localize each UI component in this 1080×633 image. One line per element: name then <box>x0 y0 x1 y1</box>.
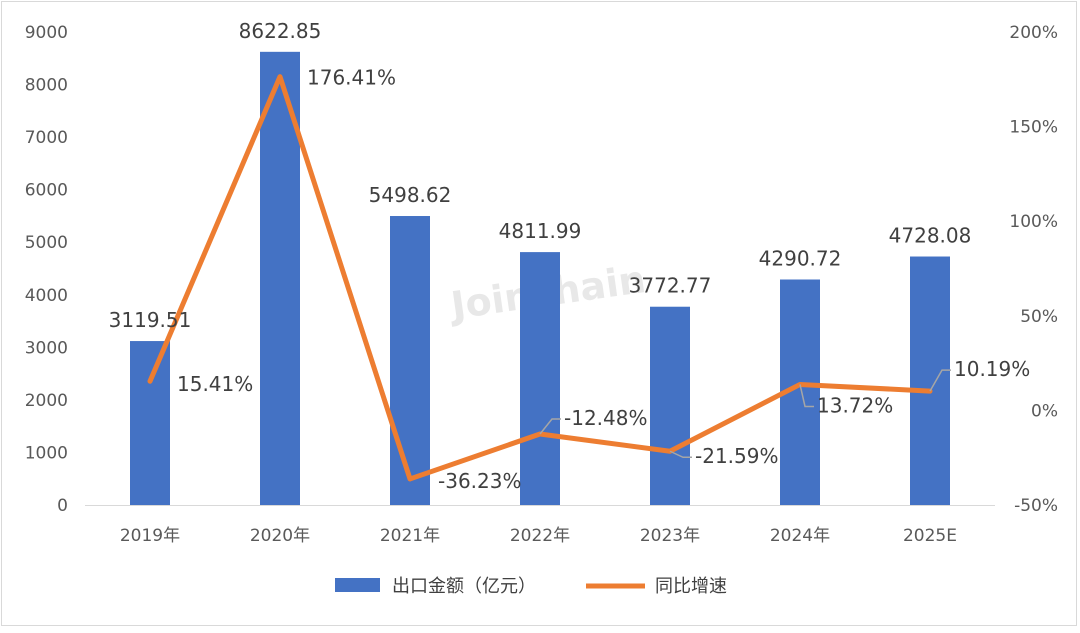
bar-data-labels: 3119.51 8622.85 5498.62 4811.99 3772.77 4290.… <box>109 19 972 332</box>
right-tick-label: 150% <box>1009 118 1058 138</box>
line-point <box>278 75 282 79</box>
line-value-label: 176.41% <box>307 66 396 90</box>
x-tick-label: 2022年 <box>510 526 570 546</box>
line-value-label: -36.23% <box>438 469 521 493</box>
label-leader-line <box>669 450 692 458</box>
bar <box>650 306 690 505</box>
left-tick-label: 6000 <box>25 181 68 201</box>
right-tick-label: 0% <box>1031 401 1058 421</box>
right-tick-label: -50% <box>1014 496 1058 516</box>
legend-bar-label: 出口金额（亿元） <box>392 576 536 597</box>
bar <box>130 341 170 505</box>
right-axis: -50% 0% 50% 100% 150% 200% <box>1009 23 1058 516</box>
left-tick-label: 7000 <box>25 128 68 148</box>
line-value-label: 15.41% <box>177 372 253 396</box>
line-value-label: -12.48% <box>564 406 647 430</box>
left-tick-label: 5000 <box>25 233 68 253</box>
left-tick-label: 3000 <box>25 338 68 358</box>
left-tick-label: 4000 <box>25 286 68 306</box>
left-tick-label: 2000 <box>25 391 68 411</box>
bar-value-label: 5498.62 <box>369 183 452 207</box>
line-point <box>408 477 412 481</box>
legend-bar-swatch <box>335 578 380 592</box>
x-tick-label: 2021年 <box>380 526 440 546</box>
bar-value-label: 4728.08 <box>889 224 972 248</box>
line-value-label: 10.19% <box>954 357 1030 381</box>
legend: 出口金额（亿元） 同比增速 <box>335 576 727 597</box>
right-tick-label: 200% <box>1009 23 1058 43</box>
bar-value-label: 3772.77 <box>629 274 712 298</box>
label-leader-line <box>929 369 951 392</box>
x-tick-label: 2023年 <box>640 526 700 546</box>
label-leader-line <box>539 418 561 435</box>
bar-value-label: 8622.85 <box>239 19 322 43</box>
right-tick-label: 100% <box>1009 212 1058 232</box>
line-value-label: -21.59% <box>695 444 778 468</box>
left-tick-label: 1000 <box>25 443 68 463</box>
x-tick-label: 2024年 <box>770 526 830 546</box>
left-tick-label: 8000 <box>25 76 68 96</box>
label-leader-line <box>799 384 814 408</box>
x-tick-label: 2020年 <box>250 526 310 546</box>
bar <box>520 252 560 505</box>
x-tick-label: 2025E <box>903 526 957 546</box>
bar-value-label: 3119.51 <box>109 308 192 332</box>
line-data-labels: 15.41% 176.41% -36.23% -12.48% -21.59% 13.72%… <box>177 66 1030 493</box>
line-point <box>148 379 152 383</box>
left-tick-label: 9000 <box>25 23 68 43</box>
x-tick-label: 2019年 <box>120 526 180 546</box>
bar <box>260 51 300 506</box>
legend-line-label: 同比增速 <box>655 576 727 597</box>
x-axis: 2019年 2020年 2021年 2022年 2023年 2024年 2025E <box>85 505 995 546</box>
bar-series <box>130 51 950 506</box>
bar-value-label: 4811.99 <box>499 219 582 243</box>
bar <box>390 216 430 505</box>
left-tick-label: 0 <box>57 496 68 516</box>
bar-value-label: 4290.72 <box>759 246 842 270</box>
right-tick-label: 50% <box>1020 307 1058 327</box>
left-axis: 0 1000 2000 3000 4000 5000 6000 7000 8000 9000 <box>25 23 68 516</box>
bar <box>910 256 950 505</box>
line-value-label: 13.72% <box>817 393 893 417</box>
